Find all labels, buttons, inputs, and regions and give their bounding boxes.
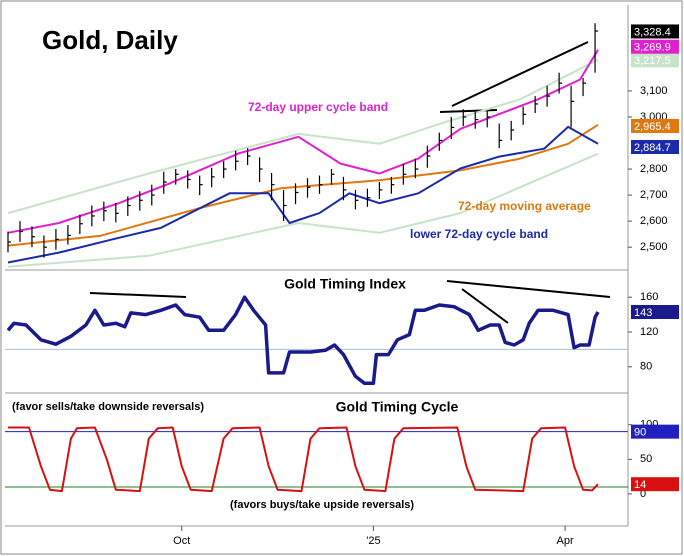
y-tick-label: 80: [640, 361, 652, 373]
y-tick-label: 160: [640, 291, 658, 303]
value-box-label: 3,328.4: [634, 26, 671, 38]
trend-line: [461, 288, 509, 324]
series-label: lower 72-day cycle band: [410, 227, 548, 241]
value-box: [631, 305, 679, 319]
value-box-label: 143: [634, 307, 652, 319]
x-tick-label: Apr: [557, 535, 574, 547]
y-tick-label: 2,800: [640, 163, 668, 175]
trend-line: [89, 292, 187, 298]
annotation: (favors buys/take upside reversals): [230, 499, 414, 511]
value-box: [631, 477, 679, 492]
chart-title: Gold, Daily: [42, 25, 178, 55]
y-tick-label: 0: [640, 488, 646, 500]
y-tick-label: 2,600: [640, 215, 668, 227]
plot: [5, 295, 628, 386]
series-line: [6, 295, 600, 386]
annotation: (favor sells/take downside reversals): [12, 401, 204, 413]
value-box-label: 2,965.4: [634, 121, 671, 133]
trend-line: [446, 280, 611, 298]
series-line: [7, 125, 599, 264]
y-tick-label: 120: [640, 326, 658, 338]
value-box-label: 2,884.7: [634, 142, 671, 154]
value-box-label: 14: [634, 479, 646, 491]
series-label: 72-day upper cycle band: [248, 100, 388, 114]
x-tick-label: '25: [366, 535, 380, 547]
panel: Gold, Daily2,5002,6002,7002,8003,0003,10…: [7, 23, 679, 268]
series-line: [8, 426, 599, 493]
plot: [7, 23, 599, 268]
chart-title: Gold Timing Index: [284, 276, 406, 292]
value-box: [631, 424, 679, 439]
series-label: 72-day moving average: [458, 199, 591, 213]
series-line: [7, 58, 599, 215]
plot: [5, 426, 628, 493]
trend-lines: [89, 41, 611, 324]
value-box: [631, 39, 679, 54]
chart-title: Gold Timing Cycle: [336, 399, 459, 415]
y-tick-label: 2,700: [640, 189, 668, 201]
value-box: [631, 24, 679, 39]
trend-line: [439, 109, 498, 113]
series-line: [7, 123, 599, 247]
trend-line: [451, 41, 589, 107]
value-box-label: 90: [634, 427, 646, 439]
x-tick-label: Oct: [173, 535, 190, 547]
value-box: [631, 118, 679, 133]
value-box-label: 3,217.5: [634, 55, 671, 67]
y-tick-label: 2,500: [640, 241, 668, 253]
value-box: [631, 53, 679, 68]
value-box-label: 3,269.9: [634, 42, 671, 54]
y-tick-label: 3,100: [640, 85, 668, 97]
panel: Gold Timing Index 80 120 160 143: [5, 276, 679, 386]
series-line: [7, 152, 599, 268]
value-box: [631, 139, 679, 154]
y-tick-label: 50: [640, 453, 652, 465]
